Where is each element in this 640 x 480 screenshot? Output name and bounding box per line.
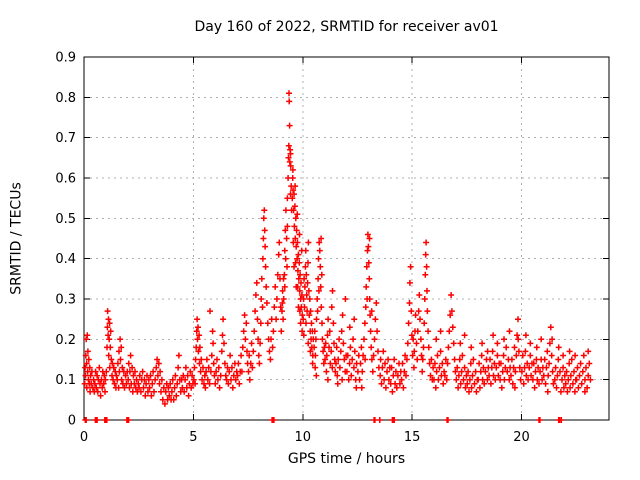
x-tick-label: 5 [189,430,197,445]
y-tick-label: 0 [68,414,76,429]
y-tick-label: 0.1 [55,373,76,388]
x-axis-label: GPS time / hours [287,451,406,467]
y-tick-label: 0.8 [55,91,76,106]
y-tick-label: 0.4 [55,252,76,267]
x-tick-label: 10 [295,430,312,445]
y-tick-label: 0.2 [55,333,76,348]
x-tick-label: 0 [80,430,88,445]
grid-lines [84,57,609,420]
scatter-points [81,90,594,423]
x-tick-label: 15 [404,430,421,445]
chart-title: Day 160 of 2022, SRMTID for receiver av0… [194,19,499,35]
axis-tick-marks [83,56,609,421]
y-tick-label: 0.9 [55,51,76,66]
y-tick-label: 0.3 [55,293,76,308]
y-tick-label: 0.7 [55,131,76,146]
y-tick-label: 0.6 [55,172,76,187]
plot-border [83,56,610,421]
x-tick-label: 20 [513,430,530,445]
y-tick-label: 0.5 [55,212,76,227]
